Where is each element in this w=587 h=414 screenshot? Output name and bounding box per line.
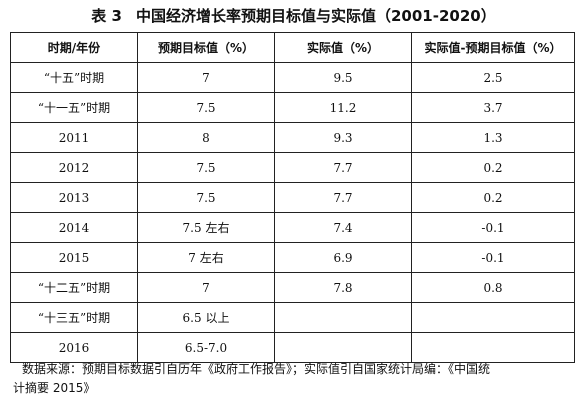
cell-difference: 0.2: [411, 152, 575, 183]
cell-target: 7.5: [137, 152, 275, 183]
header-difference: 实际值-预期目标值（%）: [411, 32, 575, 63]
cell-actual: 6.9: [274, 242, 412, 273]
cell-period: 2014: [10, 212, 138, 243]
cell-period: 2012: [10, 152, 138, 183]
cell-target: 6.5-7.0: [137, 332, 275, 363]
cell-difference: -0.1: [411, 212, 575, 243]
cell-actual: 11.2: [274, 92, 412, 123]
table-row: 2015 7 左右 6.9 -0.1: [10, 242, 575, 273]
table-row: 2012 7.5 7.7 0.2: [10, 152, 575, 183]
cell-period: 2011: [10, 122, 138, 153]
cell-target: 7: [137, 272, 275, 303]
cell-actual: 9.5: [274, 62, 412, 93]
table-title: 表 3 中国经济增长率预期目标值与实际值（2001-2020）: [0, 6, 587, 26]
cell-difference: [411, 302, 575, 333]
table-row: 2016 6.5-7.0: [10, 332, 575, 363]
growth-target-table: 时期/年份 预期目标值（%） 实际值（%） 实际值-预期目标值（%） “十五”时…: [10, 32, 575, 363]
cell-difference: 0.2: [411, 182, 575, 213]
table-row: 2014 7.5 左右 7.4 -0.1: [10, 212, 575, 243]
cell-actual: 9.3: [274, 122, 412, 153]
cell-actual: 7.7: [274, 152, 412, 183]
table-number: 表 3: [91, 7, 122, 25]
cell-period: “十一五”时期: [10, 92, 138, 123]
source-note: 数据来源：预期目标数据引自历年《政府工作报告》；实际值引自国家统计局编：《中国统…: [13, 360, 574, 398]
source-note-line-2: 计摘要 2015》: [13, 381, 96, 395]
cell-difference: -0.1: [411, 242, 575, 273]
cell-period: 2013: [10, 182, 138, 213]
table-row: 2011 8 9.3 1.3: [10, 122, 575, 153]
cell-difference: [411, 332, 575, 363]
cell-difference: 1.3: [411, 122, 575, 153]
cell-period: 2015: [10, 242, 138, 273]
header-period: 时期/年份: [10, 32, 138, 63]
cell-period: “十二五”时期: [10, 272, 138, 303]
cell-difference: 0.8: [411, 272, 575, 303]
cell-target: 7 左右: [137, 242, 275, 273]
cell-period: “十五”时期: [10, 62, 138, 93]
table-header-row: 时期/年份 预期目标值（%） 实际值（%） 实际值-预期目标值（%）: [10, 32, 575, 63]
cell-actual: 7.8: [274, 272, 412, 303]
header-target: 预期目标值（%）: [137, 32, 275, 63]
cell-actual: 7.7: [274, 182, 412, 213]
cell-target: 7.5 左右: [137, 212, 275, 243]
cell-target: 6.5 以上: [137, 302, 275, 333]
cell-actual: [274, 332, 412, 363]
cell-difference: 2.5: [411, 62, 575, 93]
table-title-text: 中国经济增长率预期目标值与实际值（2001-2020）: [135, 7, 496, 25]
table-row: “十三五”时期 6.5 以上: [10, 302, 575, 333]
cell-target: 7.5: [137, 92, 275, 123]
source-note-line-1: 数据来源：预期目标数据引自历年《政府工作报告》；实际值引自国家统计局编：《中国统: [22, 362, 491, 376]
cell-period: 2016: [10, 332, 138, 363]
cell-target: 8: [137, 122, 275, 153]
table-row: “十一五”时期 7.5 11.2 3.7: [10, 92, 575, 123]
cell-actual: 7.4: [274, 212, 412, 243]
table-row: “十五”时期 7 9.5 2.5: [10, 62, 575, 93]
cell-target: 7: [137, 62, 275, 93]
header-actual: 实际值（%）: [274, 32, 412, 63]
cell-period: “十三五”时期: [10, 302, 138, 333]
cell-actual: [274, 302, 412, 333]
cell-target: 7.5: [137, 182, 275, 213]
table-row: “十二五”时期 7 7.8 0.8: [10, 272, 575, 303]
table-row: 2013 7.5 7.7 0.2: [10, 182, 575, 213]
cell-difference: 3.7: [411, 92, 575, 123]
